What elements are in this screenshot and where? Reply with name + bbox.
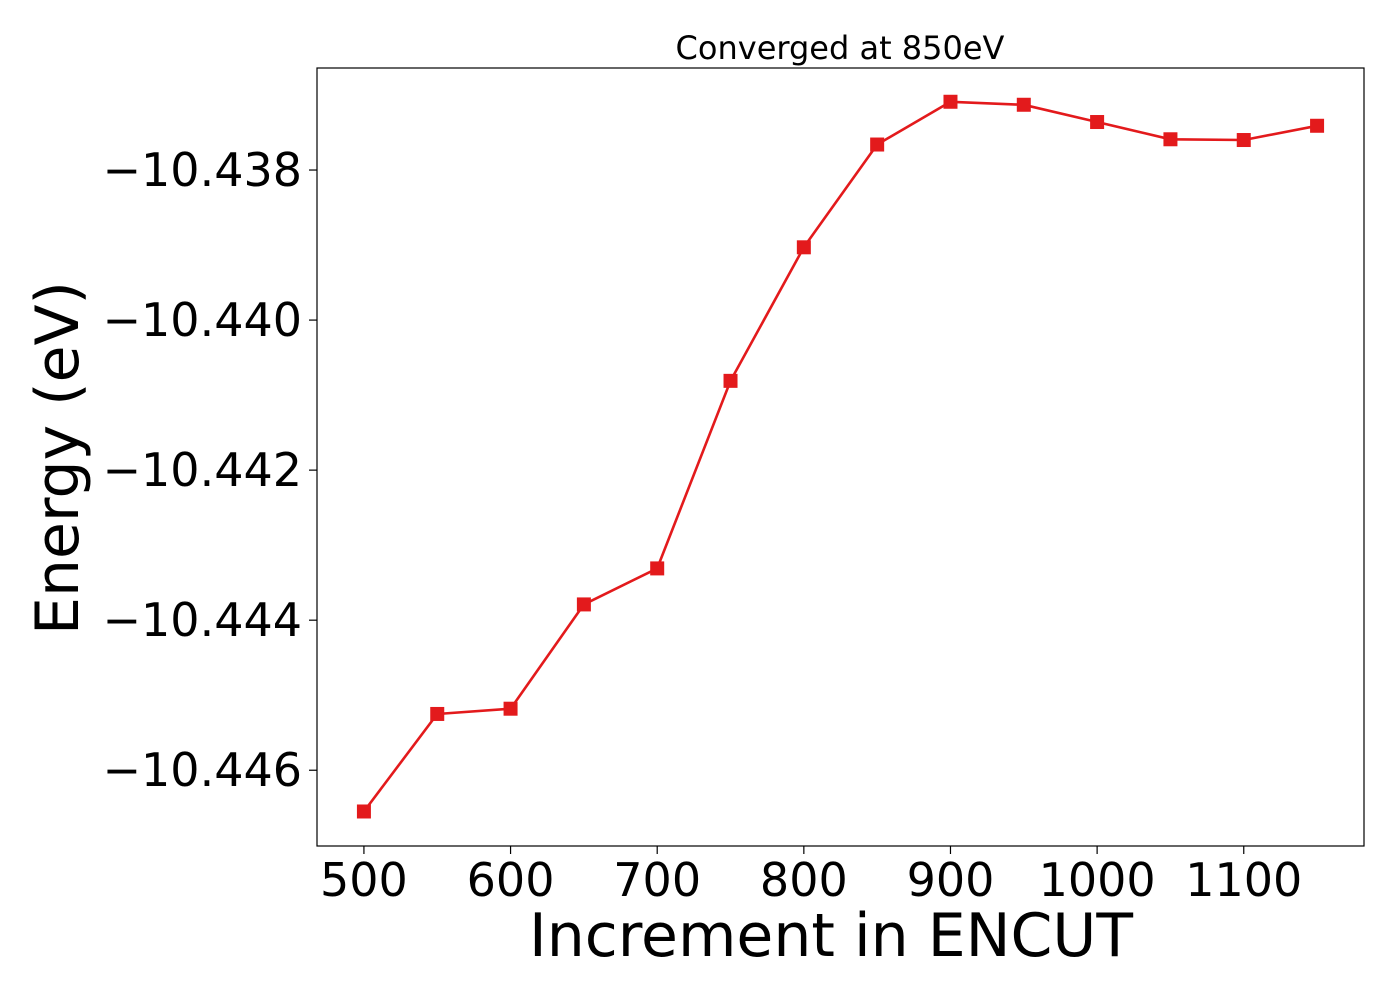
data-point: [723, 373, 738, 388]
data-point: [796, 240, 811, 255]
data-point: [943, 94, 958, 109]
y-tick-label: −10.442: [103, 443, 303, 497]
data-point: [503, 701, 518, 716]
data-point: [1016, 97, 1031, 112]
data-point: [870, 137, 885, 152]
x-tick-label: 800: [760, 853, 848, 907]
plot-frame: [316, 67, 1365, 847]
plot-area: [356, 94, 1325, 819]
data-point: [1090, 115, 1105, 130]
data-point: [1310, 118, 1325, 133]
data-point: [1163, 132, 1178, 147]
y-axis: −10.438 −10.440 −10.442 −10.444 −10.446: [103, 143, 317, 797]
y-tick-label: −10.446: [103, 743, 303, 797]
y-tick-label: −10.438: [103, 143, 303, 197]
x-tick-label: 700: [613, 853, 701, 907]
data-point: [356, 804, 371, 819]
data-point: [650, 561, 665, 576]
x-tick-label: 500: [320, 853, 408, 907]
x-axis-label: Increment in ENCUT: [529, 901, 1133, 971]
x-axis: 500 600 700 800 900 1000 1100: [320, 846, 1302, 907]
y-tick-label: −10.444: [103, 593, 303, 647]
series-line: [362, 100, 1318, 813]
y-tick-label: −10.440: [103, 293, 303, 347]
data-point: [430, 706, 445, 721]
x-tick-label: 600: [467, 853, 555, 907]
x-tick-label: 1100: [1185, 853, 1302, 907]
data-point: [576, 597, 591, 612]
x-tick-label: 1000: [1039, 853, 1156, 907]
data-point: [1236, 133, 1251, 148]
y-axis-label: Energy (eV): [23, 281, 93, 635]
x-tick-label: 900: [907, 853, 995, 907]
chart-title: Converged at 850eV: [676, 29, 1005, 67]
